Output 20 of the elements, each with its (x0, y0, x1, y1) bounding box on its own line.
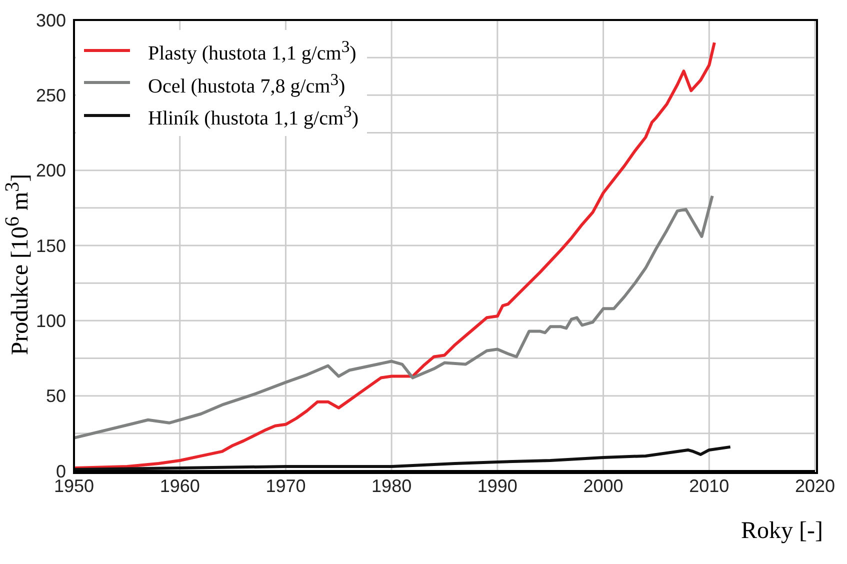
x-tick-label: 2000 (583, 476, 624, 496)
y-tick-label: 100 (36, 311, 66, 332)
x-tick-label: 1980 (372, 476, 412, 496)
x-tick-label: 1990 (477, 476, 518, 496)
legend-label: Ocel (hustota 7,8 g/cm$^{3}$) (148, 68, 346, 100)
x-tick-label: 2010 (689, 476, 730, 496)
y-tick-label: 150 (36, 236, 66, 256)
y-tick-label: 250 (36, 86, 66, 106)
x-tick-label: 1960 (160, 476, 200, 496)
x-tick-label: 1970 (266, 476, 306, 496)
line-series (74, 41, 716, 470)
legend-label: Hliník (hustota 1,1 g/cm$^{3}$) (148, 101, 359, 132)
y-tick-label: 300 (36, 10, 66, 30)
y-tick-label: 50 (46, 386, 66, 406)
line-series (74, 194, 714, 440)
y-tick-label: 200 (36, 160, 66, 181)
x-axis-title: Roky [-] (741, 518, 823, 545)
legend-label: Plasty (hustota 1,1 g/cm$^{3}$) (148, 36, 356, 67)
x-tick-label: 2020 (794, 476, 836, 496)
line-series (74, 445, 732, 471)
